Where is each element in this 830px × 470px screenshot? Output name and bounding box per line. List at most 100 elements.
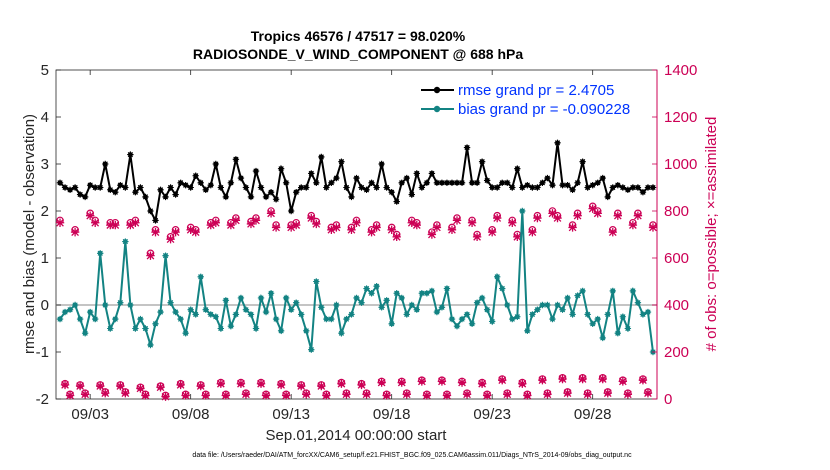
bias-point-star [609, 287, 616, 295]
obs-assimilated-point [161, 392, 170, 401]
obs-assimilated-point [302, 390, 311, 399]
obs-assimilated-point [462, 390, 472, 399]
rmse-point-star [81, 193, 89, 201]
obs-assimilated-point [271, 223, 281, 232]
rmse-point-star [112, 189, 119, 196]
obs-assimilated-point [176, 380, 185, 390]
rmse-point-star [418, 184, 426, 191]
obs-assimilated-point [101, 388, 110, 398]
obs-assimilated-point [332, 223, 341, 232]
bias-point-star [463, 311, 471, 318]
rmse-point-star [433, 179, 441, 186]
obs-assimilated-point [337, 379, 346, 388]
obs-assimilated-point [146, 251, 155, 260]
rmse-point-star [252, 167, 260, 175]
obs-assimilated-point [65, 391, 75, 400]
rmse-point-star [91, 184, 99, 191]
rmse-point-star [127, 151, 134, 158]
obs-assimilated-point [121, 388, 130, 398]
obs-assimilated-point [412, 220, 422, 230]
obs-assimilated-point [216, 379, 226, 388]
y2-tick-label: 1000 [664, 156, 697, 173]
rmse-point-star [458, 179, 466, 186]
bias-point-star [56, 315, 64, 323]
rmse-point-star [363, 186, 370, 194]
obs-assimilated-point [643, 388, 653, 398]
y2-tick-label: 400 [664, 297, 689, 314]
bias-point-star [152, 320, 159, 327]
obs-assimilated-point [327, 225, 336, 234]
rmse-point-star [97, 184, 104, 191]
rmse-point-star [589, 181, 596, 189]
obs-assimilated-point [397, 378, 406, 387]
rmse-point-star [544, 174, 551, 182]
obs-assimilated-point [266, 209, 276, 218]
rmse-point-star [147, 207, 154, 215]
bias-point-star [117, 299, 124, 306]
rmse-point-star [277, 165, 285, 172]
bias-point-star [368, 290, 375, 297]
rmse-point-star [448, 179, 456, 186]
rmse-point-star [212, 160, 219, 168]
bias-point-star [388, 320, 395, 327]
rmse-point-star [227, 179, 235, 186]
bias-point-star [207, 311, 214, 318]
obs-assimilated-point [286, 223, 296, 232]
rmse-point-star [313, 179, 320, 186]
bias-point-star [393, 290, 400, 297]
obs-assimilated-point [96, 381, 105, 391]
rmse-point-star [76, 191, 84, 198]
bias-point-star [71, 301, 79, 309]
obs-assimilated-point [482, 391, 492, 400]
obs-assimilated-point [487, 227, 497, 237]
y-tick-label: -2 [36, 391, 49, 408]
bias-point-star [182, 330, 189, 337]
bias-point-star [298, 311, 305, 318]
obs-assimilated-point [322, 391, 331, 400]
y-tick-label: 4 [41, 109, 49, 126]
bias-point-star [287, 306, 295, 313]
obs-assimilated-point [141, 391, 150, 400]
rmse-point-star [102, 160, 109, 168]
bias-point-star [262, 308, 270, 316]
bias-point-star [292, 299, 300, 306]
bias-point-star [599, 334, 606, 342]
bias-point-star [363, 285, 370, 292]
chart-subtitle: RADIOSONDE_V_WIND_COMPONENT @ 688 hPa [193, 46, 523, 62]
bias-point-star [408, 301, 415, 309]
rmse-point-star [388, 189, 395, 196]
bias-point-star [634, 299, 642, 306]
bias-point-star [91, 315, 99, 323]
obs-assimilated-point [563, 388, 572, 398]
bias-point-star [534, 306, 541, 313]
rmse-point-star [202, 186, 209, 194]
obs-assimilated-point [447, 225, 457, 234]
obs-assimilated-point [75, 381, 85, 391]
bias-point-star [272, 315, 280, 323]
obs-assimilated-point [467, 218, 477, 227]
bias-point-star [514, 313, 521, 320]
obs-assimilated-point [276, 380, 286, 390]
obs-assimilated-point [136, 384, 145, 393]
bias-point-star [277, 327, 285, 335]
rmse-point-star [86, 181, 94, 189]
y-tick-label: 3 [41, 156, 49, 173]
obs-assimilated-point [442, 391, 452, 400]
rmse-point-star [453, 179, 461, 186]
bias-point-star [343, 315, 350, 323]
obs-assimilated-point [528, 227, 537, 237]
bias-point-star [644, 308, 652, 316]
rmse-point-star [468, 179, 476, 186]
obs-assimilated-point [85, 211, 95, 220]
obs-assimilated-point [508, 218, 517, 227]
bias-point-star [61, 308, 69, 316]
bias-point-star [529, 311, 536, 318]
rmse-point-star [197, 179, 204, 186]
rmse-point-star [152, 217, 159, 224]
rmse-point-star [207, 181, 214, 189]
y-axis-right: 0 200 400 600 800 1000 1200 1400 [652, 62, 697, 408]
obs-assimilated-point [452, 216, 462, 225]
bias-point-star [539, 301, 546, 309]
bias-point-star [589, 320, 596, 327]
obs-assimilated-point [126, 220, 135, 230]
